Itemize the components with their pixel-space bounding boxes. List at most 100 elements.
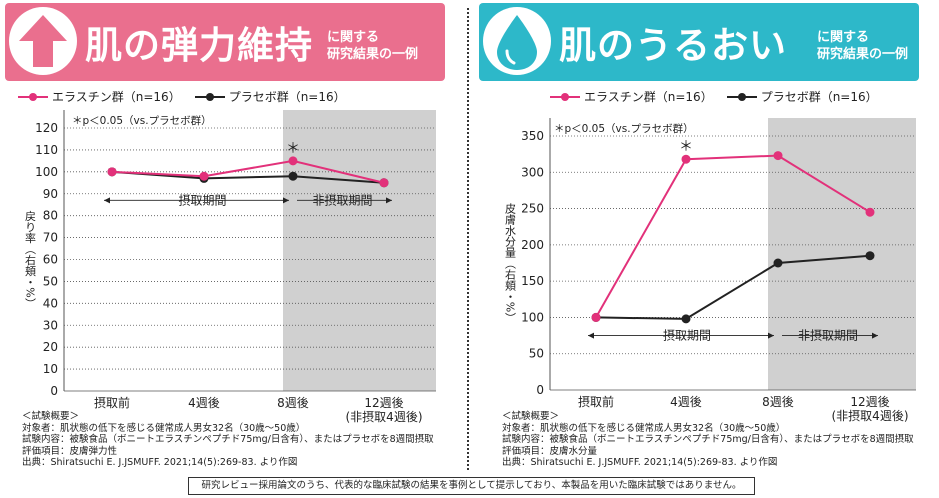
water-drop-icon	[497, 15, 537, 70]
elastin-data-point	[865, 207, 875, 217]
water-drop-badge	[483, 7, 551, 75]
moisture-summary: ＜試験概要＞ 対象者：肌状態の低下を感じる健常成人男女32名（30歳〜50歳） …	[502, 411, 914, 469]
intake-arrow-head-left	[588, 332, 594, 339]
placebo-data-point	[288, 171, 298, 181]
y-tick-label: 350	[521, 129, 544, 143]
y-tick-label: 300	[521, 165, 544, 179]
y-tick-label: 90	[43, 187, 58, 201]
legend-elastin-label: エラスチン群（n=16）	[52, 90, 181, 104]
y-tick-label: 40	[43, 296, 58, 310]
placebo-data-point	[773, 258, 783, 268]
summary-line: 試験内容：被験食品（ボニートエラスチンペプチド75mg/日含有）、またはプラセボ…	[502, 434, 914, 445]
elastin-data-point	[681, 154, 691, 164]
significance-note: ＊p＜0.05（vs.プラセボ群）	[72, 114, 212, 127]
y-tick-label: 150	[521, 274, 544, 288]
x-tick-label: 4週後	[188, 396, 220, 410]
placebo-data-point	[681, 314, 691, 324]
significance-asterisk: ＊	[286, 141, 300, 157]
legend-placebo: プラセボ群（n=16）	[194, 88, 346, 105]
summary-line: 出典：Shiratsuchi E. J.JSMUFF. 2021;14(5):2…	[502, 457, 778, 468]
elastin-data-point	[288, 156, 298, 166]
legend-placebo-marker	[194, 92, 225, 101]
moisture-panel: 肌のうるおい に関する 研究結果の一例 エラスチン群（n=16） プラセボ群（n…	[474, 0, 936, 470]
y-tick-label: 20	[43, 340, 58, 354]
elastin-series-line	[111, 159, 385, 184]
summary-line: 対象者：肌状態の低下を感じる健常成人男女32名（30歳〜50歳）	[22, 422, 306, 434]
y-tick-label: 0	[536, 383, 544, 397]
elasticity-subtitle: に関する 研究結果の一例	[327, 29, 418, 63]
summary-heading: ＜試験概要＞	[22, 411, 80, 422]
y-axis-label: 戻り率（右頬・%）	[24, 210, 37, 309]
summary-line: 試験内容：被験食品（ボニートエラスチンペプチド75mg/日含有）、またはプラセボ…	[22, 434, 434, 445]
y-tick-label: 100	[521, 310, 544, 324]
summary-line: 評価項目：皮膚水分量	[502, 445, 598, 457]
legend-placebo-label: プラセボ群（n=16）	[760, 90, 878, 104]
nonintake-arrow-head-right	[872, 332, 878, 339]
elasticity-banner: 肌の弾力維持 に関する 研究結果の一例	[5, 3, 445, 81]
significance-asterisk: ＊	[679, 139, 693, 155]
significance-note: ＊p＜0.05（vs.プラセボ群）	[554, 122, 694, 135]
y-tick-label: 0	[50, 384, 58, 398]
y-tick-label: 50	[529, 347, 544, 361]
y-tick-label: 120	[35, 121, 58, 135]
x-tick-label: 摂取前	[94, 395, 130, 410]
summary-line: 対象者：肌状態の低下を感じる健常成人男女32名（30歳〜50歳）	[502, 422, 786, 434]
summary-heading: ＜試験概要＞	[502, 411, 560, 422]
elastin-data-point	[773, 151, 783, 161]
placebo-data-point	[865, 251, 875, 261]
legend-elastin: エラスチン群（n=16）	[18, 88, 181, 105]
y-tick-label: 10	[43, 362, 58, 376]
moisture-banner: 肌のうるおい に関する 研究結果の一例	[479, 3, 919, 81]
elasticity-subtitle-line2: 研究結果の一例	[327, 47, 419, 62]
moisture-title: 肌のうるおい	[559, 24, 787, 67]
x-tick-label: 8週後	[762, 395, 794, 409]
x-tick-label: 4週後	[670, 395, 702, 409]
non-intake-shade	[768, 118, 916, 390]
elasticity-panel: 肌の弾力維持 に関する 研究結果の一例 エラスチン群（n=16） プラセボ群（n…	[0, 0, 462, 470]
y-tick-label: 100	[35, 165, 58, 179]
x-tick-label: 8週後	[277, 396, 309, 410]
elasticity-legend: エラスチン群（n=16） プラセボ群（n=16）	[18, 88, 360, 105]
intake-period-label: 摂取期間	[178, 192, 226, 207]
moisture-subtitle: に関する 研究結果の一例	[817, 29, 908, 63]
moisture-subtitle-line1: に関する	[817, 30, 870, 45]
y-tick-label: 200	[521, 238, 544, 252]
x-tick-label: (非摂取4週後)	[832, 408, 909, 423]
up-arrow-badge	[9, 7, 77, 75]
y-tick-label: 50	[43, 274, 58, 288]
up-arrow-icon	[19, 15, 67, 67]
y-tick-label: 80	[43, 209, 58, 223]
legend-elastin-marker	[550, 92, 580, 101]
legend-elastin-marker	[18, 92, 48, 101]
legend-placebo: プラセボ群（n=16）	[726, 88, 878, 105]
intake-arrow-head-right	[768, 332, 774, 339]
legend-placebo-label: プラセボ群（n=16）	[228, 90, 346, 104]
y-tick-label: 250	[521, 202, 544, 216]
intake-period-label: 摂取期間	[663, 328, 711, 343]
nonintake-period-label: 非摂取期間	[798, 328, 858, 343]
legend-elastin-label: エラスチン群（n=16）	[584, 90, 713, 104]
legend-placebo-marker	[726, 92, 757, 101]
placebo-series-line	[111, 170, 385, 184]
elastin-data-point	[199, 171, 209, 181]
y-axis-label: 皮膚水分量（右頬・%）	[504, 202, 517, 323]
x-tick-label: 摂取前	[578, 394, 614, 409]
intake-arrow-head-right	[283, 197, 289, 204]
y-tick-label: 60	[43, 253, 58, 267]
nonintake-period-label: 非摂取期間	[312, 192, 372, 207]
legend-elastin: エラスチン群（n=16）	[550, 88, 713, 105]
elasticity-chart: ＊p＜0.05（vs.プラセボ群） 0 10 20 30 40 50 60 70 80 90 100 1…	[24, 110, 436, 424]
y-tick-label: 30	[43, 318, 58, 332]
moisture-subtitle-line2: 研究結果の一例	[817, 47, 909, 62]
moisture-legend: エラスチン群（n=16） プラセボ群（n=16）	[550, 88, 892, 105]
x-tick-label: 12週後	[850, 395, 889, 409]
intake-arrow-head-left	[104, 197, 110, 204]
elasticity-subtitle-line1: に関する	[327, 30, 380, 45]
moisture-chart: ＊p＜0.05（vs.プラセボ群） 0 50 100 150 200 250 300 350 皮膚…	[504, 118, 916, 423]
elasticity-summary: ＜試験概要＞ 対象者：肌状態の低下を感じる健常成人男女32名（30歳〜50歳） …	[22, 411, 434, 469]
panel-divider	[467, 8, 469, 470]
elastin-data-point	[107, 167, 117, 177]
nonintake-arrow-head-right	[386, 197, 392, 204]
disclaimer-footnote: 研究レビュー採用論文のうち、代表的な臨床試験の結果を事例として提示しており、本製…	[188, 477, 755, 495]
placebo-series-line	[595, 254, 871, 320]
